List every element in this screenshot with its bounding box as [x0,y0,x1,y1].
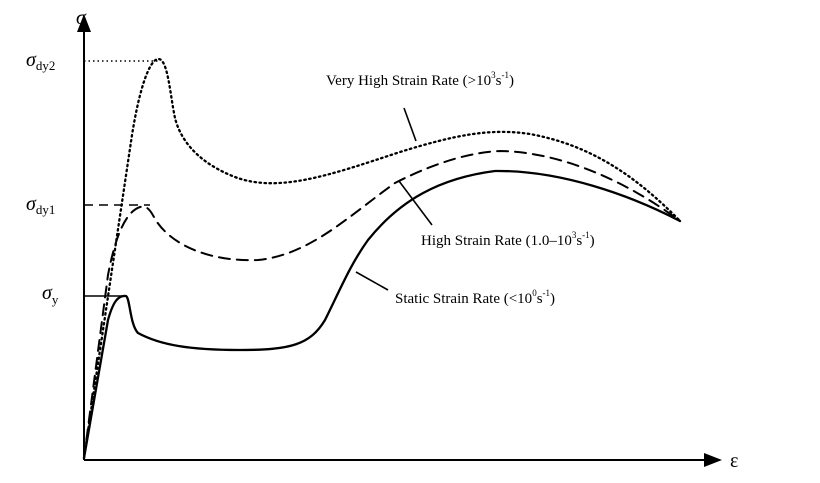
static-strain-rate-label: Static Strain Rate (<100s-1) [395,288,555,307]
x-axis-symbol: ε [730,450,738,472]
very-high-strain-rate-curve [82,57,682,460]
sigma-dy2-label: σdy2 [26,49,55,73]
very-high-strain-rate-label: Very High Strain Rate (>103s-1) [326,70,514,89]
very-high-leader-line [403,107,417,142]
static-strain-rate-curve [82,169,682,460]
level-labels: σdy2 σdy1 σy [26,49,59,307]
sigma-y-label: σy [42,282,59,307]
y-axis-symbol: σ [76,7,87,29]
static-leader-line [355,271,389,291]
high-strain-rate-label: High Strain Rate (1.0–103s-1) [421,230,595,249]
x-axis-arrowhead [704,453,722,467]
axes: σ ε [76,7,738,472]
high-strain-rate-curve [83,150,681,459]
y-axis-arrowhead [77,14,91,32]
high-leader-line [398,180,433,226]
sigma-dy1-label: σdy1 [26,193,55,217]
